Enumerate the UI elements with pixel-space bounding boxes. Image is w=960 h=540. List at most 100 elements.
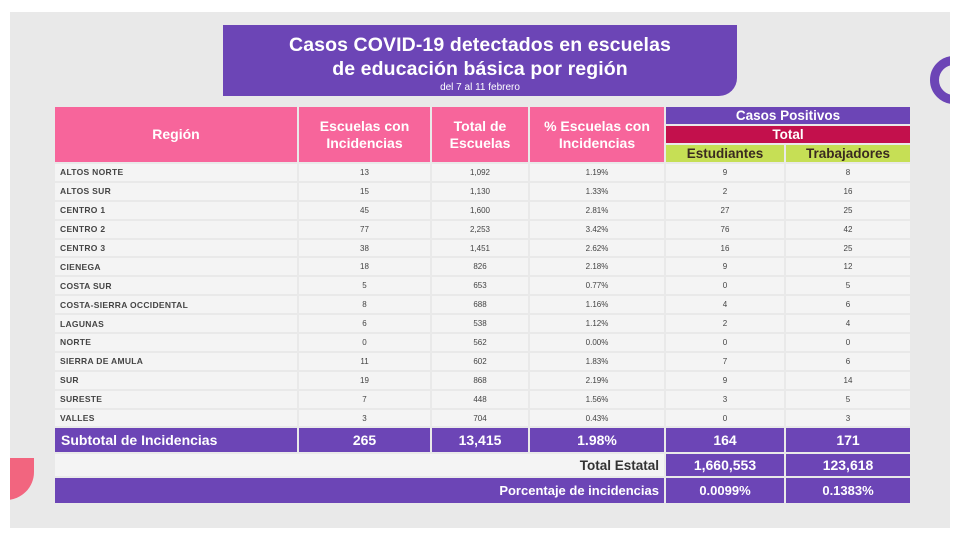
pct-escuelas: 1.16% — [530, 296, 664, 314]
pct-escuelas: 0.43% — [530, 409, 664, 427]
title-box: Casos COVID-19 detectados en escuelas de… — [223, 25, 737, 96]
total-escuelas: 688 — [432, 296, 528, 314]
porcentaje-row: Porcentaje de incidencias 0.0099% 0.1383… — [55, 478, 911, 504]
subtotal-total: 13,415 — [432, 428, 528, 453]
header-total-escuelas: Total de Escuelas — [432, 107, 528, 162]
casos-estudiantes: 2 — [666, 182, 784, 200]
casos-trabajadores: 6 — [786, 296, 911, 314]
casos-estudiantes: 3 — [666, 390, 784, 408]
pct-escuelas: 2.81% — [530, 201, 664, 219]
region-name: CENTRO 3 — [55, 239, 297, 257]
table-row: CENTRO 3 38 1,451 2.62% 16 25 — [55, 239, 911, 257]
slide-background: Casos COVID-19 detectados en escuelas de… — [10, 12, 950, 528]
region-name: SUR — [55, 371, 297, 389]
region-name: CENTRO 2 — [55, 220, 297, 238]
table-row: CENTRO 2 77 2,253 3.42% 76 42 — [55, 220, 911, 238]
escuelas-con-incidencias: 13 — [299, 164, 430, 181]
pct-escuelas: 2.18% — [530, 258, 664, 276]
total-estatal-row: Total Estatal 1,660,553 123,618 — [55, 454, 911, 477]
subtotal-row: Subtotal de Incidencias 265 13,415 1.98%… — [55, 428, 911, 453]
porcentaje-estudiantes: 0.0099% — [666, 478, 784, 504]
region-name: CIENEGA — [55, 258, 297, 276]
table-row: VALLES 3 704 0.43% 0 3 — [55, 409, 911, 427]
casos-estudiantes: 0 — [666, 277, 784, 295]
total-escuelas: 704 — [432, 409, 528, 427]
header-estudiantes: Estudiantes — [666, 145, 784, 162]
header-region: Región — [55, 107, 297, 162]
escuelas-con-incidencias: 7 — [299, 390, 430, 408]
total-estatal-label: Total Estatal — [55, 454, 664, 477]
escuelas-con-incidencias: 3 — [299, 409, 430, 427]
porcentaje-trabajadores: 0.1383% — [786, 478, 911, 504]
header-pct-escuelas: % Escuelas con Incidencias — [530, 107, 664, 162]
total-escuelas: 1,600 — [432, 201, 528, 219]
casos-estudiantes: 27 — [666, 201, 784, 219]
header-trabajadores: Trabajadores — [786, 145, 911, 162]
title-line-2: de educación básica por región — [332, 58, 628, 80]
casos-trabajadores: 5 — [786, 390, 911, 408]
escuelas-con-incidencias: 0 — [299, 334, 430, 351]
region-name: COSTA-SIERRA OCCIDENTAL — [55, 296, 297, 314]
casos-estudiantes: 2 — [666, 315, 784, 333]
header-casos-positivos: Casos Positivos — [666, 107, 911, 124]
table-row: CENTRO 1 45 1,600 2.81% 27 25 — [55, 201, 911, 219]
decorative-pink-shape-icon — [10, 458, 34, 500]
table-row: NORTE 0 562 0.00% 0 0 — [55, 334, 911, 351]
pct-escuelas: 1.83% — [530, 352, 664, 370]
total-escuelas: 2,253 — [432, 220, 528, 238]
pct-escuelas: 2.62% — [530, 239, 664, 257]
escuelas-con-incidencias: 15 — [299, 182, 430, 200]
casos-trabajadores: 5 — [786, 277, 911, 295]
pct-escuelas: 3.42% — [530, 220, 664, 238]
region-name: CENTRO 1 — [55, 201, 297, 219]
table-row: LAGUNAS 6 538 1.12% 2 4 — [55, 315, 911, 333]
porcentaje-label: Porcentaje de incidencias — [55, 478, 664, 504]
title-subtitle: del 7 al 11 febrero — [440, 82, 520, 93]
total-escuelas: 826 — [432, 258, 528, 276]
casos-trabajadores: 42 — [786, 220, 911, 238]
casos-estudiantes: 9 — [666, 258, 784, 276]
pct-escuelas: 1.12% — [530, 315, 664, 333]
table-row: CIENEGA 18 826 2.18% 9 12 — [55, 258, 911, 276]
total-estatal-trabajadores: 123,618 — [786, 454, 911, 477]
pct-escuelas: 1.56% — [530, 390, 664, 408]
pct-escuelas: 1.33% — [530, 182, 664, 200]
table-row: ALTOS SUR 15 1,130 1.33% 2 16 — [55, 182, 911, 200]
total-escuelas: 653 — [432, 277, 528, 295]
subtotal-trabajadores: 171 — [786, 428, 911, 453]
total-escuelas: 562 — [432, 334, 528, 351]
pct-escuelas: 0.00% — [530, 334, 664, 351]
region-name: NORTE — [55, 334, 297, 351]
total-escuelas: 538 — [432, 315, 528, 333]
casos-estudiantes: 4 — [666, 296, 784, 314]
region-name: ALTOS NORTE — [55, 164, 297, 181]
pct-escuelas: 0.77% — [530, 277, 664, 295]
escuelas-con-incidencias: 6 — [299, 315, 430, 333]
casos-estudiantes: 0 — [666, 334, 784, 351]
escuelas-con-incidencias: 8 — [299, 296, 430, 314]
table-row: SIERRA DE AMULA 11 602 1.83% 7 6 — [55, 352, 911, 370]
total-estatal-estudiantes: 1,660,553 — [666, 454, 784, 477]
total-escuelas: 602 — [432, 352, 528, 370]
casos-estudiantes: 0 — [666, 409, 784, 427]
table-row: SURESTE 7 448 1.56% 3 5 — [55, 390, 911, 408]
pct-escuelas: 2.19% — [530, 371, 664, 389]
escuelas-con-incidencias: 45 — [299, 201, 430, 219]
casos-trabajadores: 14 — [786, 371, 911, 389]
casos-estudiantes: 7 — [666, 352, 784, 370]
casos-trabajadores: 16 — [786, 182, 911, 200]
header-total: Total — [666, 126, 911, 143]
casos-trabajadores: 6 — [786, 352, 911, 370]
escuelas-con-incidencias: 19 — [299, 371, 430, 389]
subtotal-escuelas: 265 — [299, 428, 430, 453]
region-name: SURESTE — [55, 390, 297, 408]
region-name: ALTOS SUR — [55, 182, 297, 200]
region-name: VALLES — [55, 409, 297, 427]
covid-schools-table: Región Escuelas con Incidencias Total de… — [53, 105, 912, 505]
title-line-1: Casos COVID-19 detectados en escuelas — [289, 34, 671, 56]
total-escuelas: 1,092 — [432, 164, 528, 181]
region-name: COSTA SUR — [55, 277, 297, 295]
subtotal-label: Subtotal de Incidencias — [55, 428, 297, 453]
casos-trabajadores: 3 — [786, 409, 911, 427]
decorative-ring-icon — [930, 56, 950, 104]
